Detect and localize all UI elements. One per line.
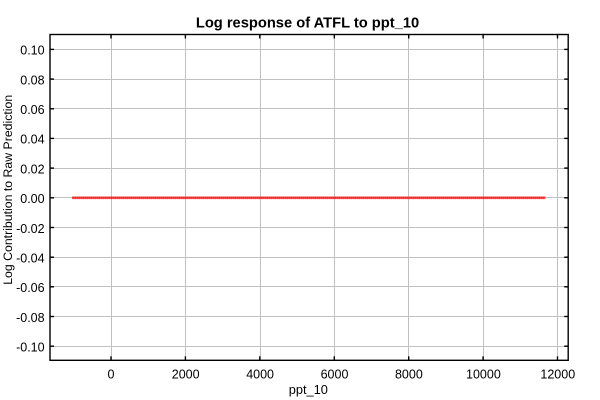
svg-text:6000: 6000 — [321, 367, 349, 381]
svg-text:Log response of ATFL to ppt_10: Log response of ATFL to ppt_10 — [196, 16, 419, 32]
svg-text:0: 0 — [108, 367, 115, 381]
svg-text:10000: 10000 — [466, 367, 501, 381]
svg-text:8000: 8000 — [395, 367, 423, 381]
svg-text:0.10: 0.10 — [20, 44, 44, 58]
svg-text:0.02: 0.02 — [20, 162, 44, 176]
svg-text:-0.04: -0.04 — [16, 252, 45, 266]
svg-text:2000: 2000 — [172, 367, 200, 381]
svg-text:0.08: 0.08 — [20, 73, 44, 87]
svg-text:-0.02: -0.02 — [16, 222, 45, 236]
svg-text:12000: 12000 — [540, 367, 575, 381]
svg-text:Log Contribution to Raw Predic: Log Contribution to Raw Prediction — [1, 95, 15, 285]
svg-text:ppt_10: ppt_10 — [289, 382, 328, 397]
svg-text:0.06: 0.06 — [20, 103, 44, 117]
svg-text:-0.10: -0.10 — [16, 341, 45, 355]
svg-text:0.00: 0.00 — [20, 192, 44, 206]
svg-text:-0.06: -0.06 — [16, 281, 45, 295]
svg-text:0.04: 0.04 — [20, 133, 44, 147]
svg-text:4000: 4000 — [246, 367, 274, 381]
svg-text:-0.08: -0.08 — [16, 311, 45, 325]
